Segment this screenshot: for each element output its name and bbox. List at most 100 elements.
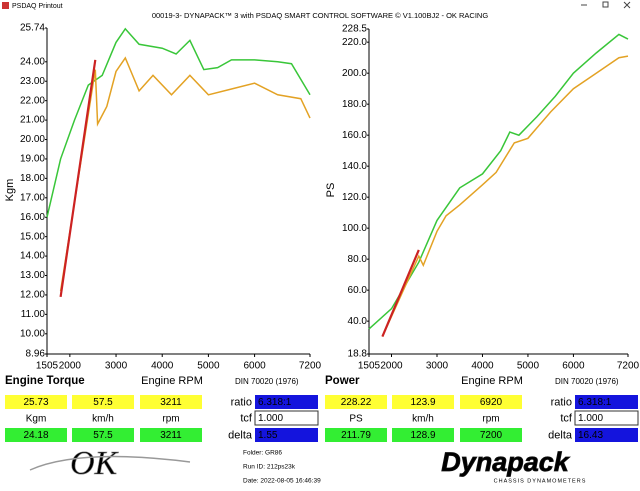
date: Date: 2022-08-05 16:46:39 bbox=[243, 478, 321, 485]
unit: rpm bbox=[482, 414, 499, 425]
unit: km/h bbox=[92, 414, 114, 425]
ratio-box bbox=[255, 395, 318, 409]
logo-swoosh bbox=[29, 455, 191, 471]
y-tick-label: 40.0 bbox=[348, 316, 368, 327]
x-tick-label: 2000 bbox=[59, 361, 82, 372]
y-tick-label: 21.00 bbox=[20, 115, 45, 126]
current-value-box bbox=[5, 428, 67, 442]
current-value: 7200 bbox=[480, 430, 503, 441]
delta-label: delta bbox=[548, 429, 573, 441]
y-tick-label: 20.00 bbox=[20, 134, 45, 145]
tcf-value: 1.000 bbox=[578, 413, 603, 424]
ratio-value: 6.318:1 bbox=[578, 397, 612, 408]
max-value-box bbox=[72, 395, 134, 409]
y-tick-label: 120.0 bbox=[342, 192, 367, 203]
max-value: 6920 bbox=[480, 397, 503, 408]
ratio-label: ratio bbox=[231, 396, 252, 408]
tcf-label: tcf bbox=[560, 412, 573, 424]
x-axis-label: Engine RPM bbox=[461, 375, 523, 387]
y-tick-label: 18.00 bbox=[20, 173, 45, 184]
y-tick-label: 228.5 bbox=[342, 24, 367, 35]
tcf-box bbox=[254, 410, 319, 426]
current-value-box bbox=[140, 428, 202, 442]
y-tick-label: 22.00 bbox=[20, 95, 45, 106]
x-tick-label: 7200 bbox=[617, 361, 640, 372]
x-tick-label: 1505 bbox=[36, 361, 59, 372]
x-tick-label: 1505 bbox=[358, 361, 381, 372]
x-tick-label: 6000 bbox=[562, 361, 585, 372]
ok-logo: OK bbox=[70, 445, 120, 482]
y-tick-label: 13.00 bbox=[20, 270, 45, 281]
y-tick-label: 100.0 bbox=[342, 223, 367, 234]
y-tick-label: 23.00 bbox=[20, 76, 45, 87]
max-value-box bbox=[325, 395, 387, 409]
y-tick-label: 15.00 bbox=[20, 231, 45, 242]
y-tick-label: 200.0 bbox=[342, 68, 367, 79]
y-tick-label: 18.8 bbox=[348, 349, 368, 360]
standard: DIN 70020 (1976) bbox=[235, 377, 299, 386]
current-value-box bbox=[72, 428, 134, 442]
y-tick-label: 80.0 bbox=[348, 254, 368, 265]
series-line bbox=[59, 56, 311, 292]
x-tick-label: 7200 bbox=[299, 361, 322, 372]
current-value: 211.79 bbox=[341, 430, 371, 441]
y-tick-label: 14.00 bbox=[20, 251, 45, 262]
y-tick-label: 60.0 bbox=[348, 285, 368, 296]
chart-title: Power bbox=[325, 375, 360, 387]
x-tick-label: 5000 bbox=[197, 361, 220, 372]
y-tick-label: 140.0 bbox=[342, 161, 367, 172]
max-value-box bbox=[460, 395, 522, 409]
y-tick-label: 17.00 bbox=[20, 192, 45, 203]
close-button[interactable] bbox=[623, 1, 631, 9]
x-tick-label: 3000 bbox=[426, 361, 449, 372]
y-tick-label: 19.00 bbox=[20, 154, 45, 165]
current-value: 128.9 bbox=[410, 430, 435, 441]
x-tick-label: 3000 bbox=[105, 361, 128, 372]
y-tick-label: 160.0 bbox=[342, 130, 367, 141]
series-line bbox=[381, 249, 420, 338]
tcf-box bbox=[574, 410, 639, 426]
ratio-value: 6.318:1 bbox=[258, 397, 292, 408]
max-value: 228.22 bbox=[341, 397, 372, 408]
x-tick-label: 5000 bbox=[517, 361, 540, 372]
current-value: 3211 bbox=[160, 430, 182, 441]
y-tick-label: 180.0 bbox=[342, 99, 367, 110]
chart-title: Engine Torque bbox=[5, 375, 85, 387]
y-axis-label: PS bbox=[325, 183, 337, 198]
y-tick-label: 11.00 bbox=[21, 309, 46, 320]
x-tick-label: 4000 bbox=[471, 361, 494, 372]
ratio-label: ratio bbox=[551, 396, 572, 408]
x-tick-label: 2000 bbox=[380, 361, 403, 372]
folder: Folder: GR86 bbox=[243, 450, 282, 457]
series-line bbox=[59, 59, 97, 298]
max-value: 57.5 bbox=[93, 397, 113, 408]
max-value-box bbox=[392, 395, 454, 409]
tcf-label: tcf bbox=[240, 412, 253, 424]
unit: rpm bbox=[162, 414, 179, 425]
max-value-box bbox=[140, 395, 202, 409]
max-value: 123.9 bbox=[410, 397, 435, 408]
current-value-box bbox=[460, 428, 522, 442]
series-line bbox=[368, 33, 629, 330]
y-tick-label: 12.00 bbox=[20, 290, 45, 301]
brand-sub: CHASSIS DYNAMOMETERS bbox=[494, 478, 587, 484]
x-tick-label: 6000 bbox=[243, 361, 266, 372]
unit: PS bbox=[349, 414, 363, 425]
delta-value: 1.55 bbox=[258, 430, 278, 441]
current-value-box bbox=[325, 428, 387, 442]
ratio-box bbox=[575, 395, 638, 409]
standard: DIN 70020 (1976) bbox=[555, 377, 619, 386]
current-value: 57.5 bbox=[93, 430, 113, 441]
unit: km/h bbox=[412, 414, 434, 425]
header: 00019-3- DYNAPACK™ 3 with PSDAQ SMART CO… bbox=[152, 11, 488, 20]
y-tick-label: 24.00 bbox=[20, 56, 45, 67]
series-line bbox=[46, 27, 311, 218]
max-value: 3211 bbox=[160, 397, 182, 408]
max-value: 25.73 bbox=[23, 397, 48, 408]
maximize-button[interactable] bbox=[602, 1, 609, 8]
delta-box bbox=[255, 428, 318, 442]
y-tick-label: 8.96 bbox=[26, 349, 46, 360]
delta-label: delta bbox=[228, 429, 253, 441]
